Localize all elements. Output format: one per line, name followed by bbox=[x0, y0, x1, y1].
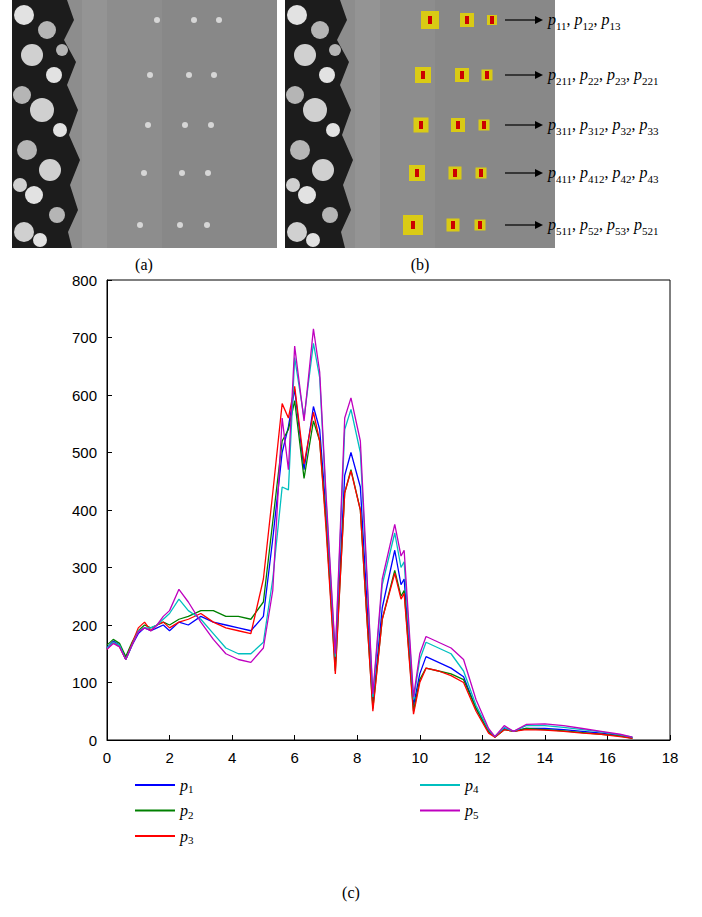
svg-text:(c): (c) bbox=[342, 884, 360, 902]
svg-text:18: 18 bbox=[662, 749, 679, 766]
svg-text:0: 0 bbox=[89, 732, 97, 749]
svg-text:400: 400 bbox=[72, 502, 97, 519]
svg-text:4: 4 bbox=[473, 783, 479, 795]
svg-text:200: 200 bbox=[72, 617, 97, 634]
svg-text:8: 8 bbox=[353, 749, 361, 766]
svg-text:2: 2 bbox=[165, 749, 173, 766]
svg-text:p511, p52, p53, p521: p511, p52, p53, p521 bbox=[547, 216, 659, 237]
svg-text:p: p bbox=[464, 777, 473, 795]
svg-text:p: p bbox=[179, 802, 188, 820]
svg-text:3: 3 bbox=[188, 834, 194, 846]
svg-text:2: 2 bbox=[188, 809, 194, 821]
svg-text:700: 700 bbox=[72, 329, 97, 346]
svg-text:p211, p22, p23, p221: p211, p22, p23, p221 bbox=[547, 66, 659, 87]
svg-text:p411, p412, p42, p43: p411, p412, p42, p43 bbox=[547, 164, 659, 185]
svg-text:12: 12 bbox=[474, 749, 491, 766]
svg-text:1: 1 bbox=[188, 783, 194, 795]
svg-text:(a): (a) bbox=[135, 256, 153, 274]
svg-text:(b): (b) bbox=[411, 256, 430, 274]
svg-text:500: 500 bbox=[72, 444, 97, 461]
svg-text:6: 6 bbox=[290, 749, 298, 766]
svg-text:14: 14 bbox=[537, 749, 554, 766]
svg-text:0: 0 bbox=[103, 749, 111, 766]
svg-text:100: 100 bbox=[72, 674, 97, 691]
svg-text:800: 800 bbox=[72, 272, 97, 289]
svg-text:p311, p312, p32, p33: p311, p312, p32, p33 bbox=[547, 116, 659, 137]
svg-text:16: 16 bbox=[599, 749, 616, 766]
svg-text:p: p bbox=[179, 777, 188, 795]
svg-text:300: 300 bbox=[72, 559, 97, 576]
svg-text:p: p bbox=[464, 802, 473, 820]
svg-text:600: 600 bbox=[72, 387, 97, 404]
svg-text:p: p bbox=[179, 828, 188, 846]
svg-text:p11, p12, p13: p11, p12, p13 bbox=[547, 11, 621, 32]
svg-text:10: 10 bbox=[411, 749, 428, 766]
svg-text:5: 5 bbox=[473, 809, 479, 821]
svg-text:4: 4 bbox=[228, 749, 236, 766]
